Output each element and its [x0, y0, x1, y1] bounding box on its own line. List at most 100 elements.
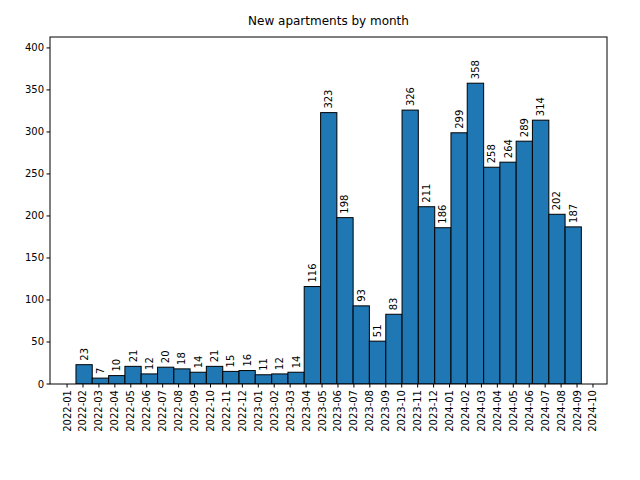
bar	[239, 371, 255, 384]
x-tick-label: 2023-01	[253, 390, 264, 432]
x-tick	[337, 384, 338, 388]
x-tick	[592, 384, 593, 388]
y-tick	[47, 299, 51, 300]
y-tick-label: 350	[25, 84, 44, 95]
bar	[565, 227, 581, 384]
data-label: 23	[79, 348, 90, 361]
x-tick	[529, 384, 530, 388]
x-tick-label: 2024-08	[556, 390, 567, 432]
data-label: 21	[128, 350, 139, 363]
chart-container: New apartments by month23710211220181421…	[0, 0, 640, 480]
x-tick	[98, 384, 99, 388]
chart-svg: New apartments by month23710211220181421…	[0, 0, 640, 480]
y-tick	[47, 215, 51, 216]
y-tick-label: 300	[25, 126, 44, 137]
bar	[125, 366, 141, 384]
bar	[516, 141, 532, 384]
x-tick	[465, 384, 466, 388]
x-tick-label: 2023-10	[396, 390, 407, 432]
y-tick	[47, 173, 51, 174]
bar	[158, 367, 174, 384]
x-tick	[417, 384, 418, 388]
x-tick-label: 2022-04	[109, 390, 120, 432]
y-tick	[47, 257, 51, 258]
bar	[418, 207, 434, 384]
x-tick	[162, 384, 163, 388]
x-tick	[226, 384, 227, 388]
data-label: 15	[225, 355, 236, 368]
data-label: 20	[160, 350, 171, 363]
plot-frame	[50, 37, 607, 384]
data-label: 258	[486, 144, 497, 163]
data-label: 93	[356, 289, 367, 302]
x-tick	[130, 384, 131, 388]
x-tick-label: 2022-12	[237, 390, 248, 432]
bar	[532, 120, 548, 384]
data-label: 10	[111, 359, 122, 372]
data-label: 83	[388, 298, 399, 311]
y-tick-label: 250	[25, 168, 44, 179]
data-label: 264	[503, 139, 514, 158]
y-tick-label: 0	[38, 379, 44, 390]
x-tick-label: 2023-12	[428, 390, 439, 432]
x-tick	[210, 384, 211, 388]
x-tick	[577, 384, 578, 388]
data-label: 358	[470, 60, 481, 79]
bar	[304, 287, 320, 384]
x-tick-label: 2022-11	[221, 390, 232, 432]
data-label: 14	[193, 356, 204, 369]
data-label: 186	[437, 205, 448, 224]
data-label: 12	[274, 357, 285, 370]
x-tick-label: 2022-08	[173, 390, 184, 432]
x-tick-label: 2022-06	[141, 390, 152, 432]
background	[0, 0, 640, 480]
y-tick	[47, 47, 51, 48]
data-label: 299	[454, 110, 465, 129]
y-tick-label: 50	[31, 336, 44, 347]
x-tick	[369, 384, 370, 388]
bar	[190, 372, 206, 384]
data-label: 14	[291, 356, 302, 369]
y-tick-label: 150	[25, 252, 44, 263]
bars	[76, 83, 581, 384]
bar	[92, 378, 108, 384]
data-label: 11	[258, 358, 269, 371]
x-tick	[146, 384, 147, 388]
x-tick	[67, 384, 68, 388]
bar	[386, 314, 402, 384]
x-tick-label: 2023-03	[285, 390, 296, 432]
x-tick	[242, 384, 243, 388]
y-tick	[47, 131, 51, 132]
bar	[402, 110, 418, 384]
x-tick-label: 2024-06	[524, 390, 535, 432]
x-tick-label: 2022-02	[77, 390, 88, 432]
y-tick-label: 400	[25, 42, 44, 53]
bar	[109, 376, 125, 384]
x-tick	[306, 384, 307, 388]
y-tick	[47, 341, 51, 342]
x-tick	[449, 384, 450, 388]
bar	[549, 214, 565, 384]
x-tick-label: 2024-07	[540, 390, 551, 432]
bar	[141, 374, 157, 384]
x-tick-label: 2023-04	[301, 390, 312, 432]
data-label: 18	[176, 352, 187, 365]
x-tick-label: 2023-02	[269, 390, 280, 432]
x-tick	[385, 384, 386, 388]
data-label: 314	[535, 97, 546, 116]
x-tick-label: 2024-01	[444, 390, 455, 432]
data-label: 187	[568, 204, 579, 223]
data-label: 289	[519, 118, 530, 137]
x-tick	[274, 384, 275, 388]
x-tick-label: 2022-03	[93, 390, 104, 432]
x-tick	[353, 384, 354, 388]
bar	[500, 162, 516, 384]
x-tick	[561, 384, 562, 388]
x-tick	[114, 384, 115, 388]
bar	[76, 365, 92, 384]
data-label: 21	[209, 350, 220, 363]
x-tick-label: 2022-07	[157, 390, 168, 432]
y-tick	[47, 89, 51, 90]
x-tick-label: 2022-09	[189, 390, 200, 432]
x-tick	[433, 384, 434, 388]
